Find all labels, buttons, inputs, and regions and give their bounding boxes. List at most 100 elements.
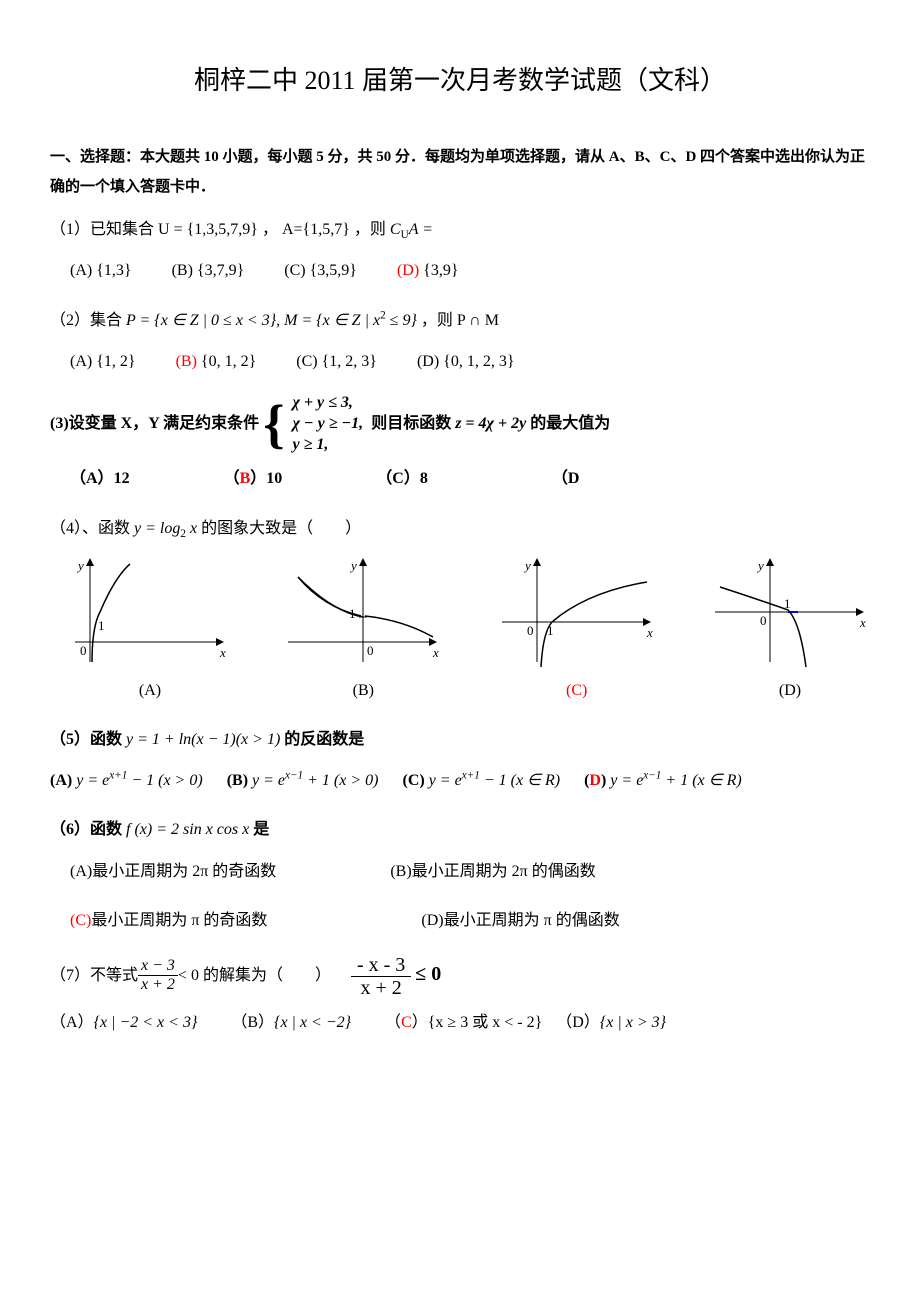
q1-optB-lbl: (B) — [172, 262, 193, 279]
q1-CuA-tail: A = — [409, 221, 433, 238]
q5-optD-lbl: (D) — [584, 772, 606, 789]
q4-graphA: x y 0 1 (A) — [70, 552, 230, 704]
svg-text:0: 0 — [367, 643, 374, 658]
question-4: （4）、函数 y = log2 x 的图象大致是（ ） — [50, 511, 870, 547]
q1-optD-lbl: (D) — [397, 262, 419, 279]
q2-sep: ，则 — [421, 312, 457, 329]
question-2: （2）集合 P = {x ∈ Z | 0 ≤ x < 3}, M = {x ∈ … — [50, 303, 870, 338]
q5C1: y = e — [429, 772, 462, 789]
q6-tail: 是 — [253, 821, 269, 838]
q2-lead: （2）集合 — [50, 312, 126, 329]
q1-options: (A) {1,3} (B) {3,7,9} (C) {3,5,9} (D) {3… — [70, 253, 870, 288]
svg-text:x: x — [646, 625, 653, 640]
q3-optA-val: 12 — [114, 470, 130, 487]
q7-big-d: x + 2 — [351, 977, 411, 999]
q7-optA-lbl: （A） — [50, 1014, 94, 1031]
q5-optD: (D) y = ex−1 + 1 (x ∈ R) — [584, 763, 742, 798]
svg-text:x: x — [432, 645, 439, 660]
q5-optB: (B) y = ex−1 + 1 (x > 0) — [227, 763, 379, 798]
q6-optB-lbl: (B) — [390, 863, 411, 880]
graph-a-icon: x y 0 1 — [70, 552, 230, 672]
q5B-sup: x−1 — [285, 770, 303, 782]
q6-optA-val: 最小正周期为 2π 的奇函数 — [92, 863, 276, 880]
q6-fn: f (x) = 2 sin x cos x — [126, 821, 249, 838]
svg-text:x: x — [219, 645, 226, 660]
q7-optB-lbl: （B） — [231, 1014, 274, 1031]
q5-optC: (C) y = ex+1 − 1 (x ∈ R) — [402, 763, 560, 798]
q1-optA-val: {1,3} — [96, 262, 131, 279]
q1-optC: (C) {3,5,9} — [284, 253, 357, 288]
q7-big-tail: ≤ 0 — [415, 963, 441, 985]
q2-optD-lbl: (D) — [417, 353, 439, 370]
q4-fn: y = log2 x — [134, 520, 201, 537]
q6-optD: (D)最小正周期为 π 的偶函数 — [421, 903, 619, 938]
q5-fn: y = 1 + ln(x − 1)(x > 1) — [126, 731, 280, 748]
q5-optD-val: y = ex−1 + 1 (x ∈ R) — [610, 772, 741, 789]
q1-optA: (A) {1,3} — [70, 253, 132, 288]
q2-optD-val: {0, 1, 2, 3} — [443, 353, 514, 370]
q6-options-row1: (A)最小正周期为 2π 的奇函数 (B)最小正周期为 2π 的偶函数 — [70, 854, 870, 889]
q7-frac-d: x + 2 — [138, 976, 178, 994]
svg-text:0: 0 — [760, 613, 767, 628]
q3-z: z = 4χ + 2y — [455, 415, 526, 432]
q7-mid: < 0 的解集为（ ） — [178, 958, 331, 993]
graph-c-icon: x y 0 1 — [497, 552, 657, 672]
svg-text:0: 0 — [80, 643, 87, 658]
q7-options: （A）{x | −2 < x < 3} （B）{x | x < −2} （C）{… — [50, 1005, 870, 1040]
q5D1: y = e — [610, 772, 643, 789]
q7-optD-lbl: （D） — [556, 1014, 600, 1031]
brace-icon: { — [263, 397, 284, 451]
q4-graphB: x y 0 1 (B) — [283, 552, 443, 704]
q3-optC: （C）8 — [376, 461, 428, 496]
q7-big-n: - x - 3 — [351, 954, 411, 977]
q1-optB-val: {3,7,9} — [197, 262, 244, 279]
q1-setU: U = {1,3,5,7,9} — [158, 221, 258, 238]
q1-optA-lbl: (A) — [70, 262, 92, 279]
q6-lead: （6）函数 — [50, 821, 126, 838]
q1-optB: (B) {3,7,9} — [172, 253, 245, 288]
q2-options: (A) {1, 2} (B) {0, 1, 2} (C) {1, 2, 3} (… — [70, 344, 870, 379]
q5D-sup: x−1 — [643, 770, 661, 782]
q2-optA-val: {1, 2} — [96, 353, 135, 370]
q2-optC-val: {1, 2, 3} — [322, 353, 377, 370]
q7-aux: - x - 3 x + 2 ≤ 0 — [351, 952, 441, 999]
q3-optC-lbl: （C） — [376, 470, 420, 487]
q5-optA: (A) y = ex+1 − 1 (x > 0) — [50, 763, 203, 798]
q3-optD: （D — [552, 461, 580, 496]
q5-optC-lbl: (C) — [402, 772, 424, 789]
q1-setA: A={1,5,7} — [282, 221, 350, 238]
q4-fn-tail: x — [186, 520, 197, 537]
q5A2: − 1 (x > 0) — [127, 772, 202, 789]
q4-fn1: y = log — [134, 520, 180, 537]
question-5: （5）函数 y = 1 + ln(x − 1)(x > 1) 的反函数是 — [50, 722, 870, 757]
q7-optA-val: {x | −2 < x < 3} — [94, 1014, 198, 1031]
q1-CuA-C: C — [390, 221, 401, 238]
q5-optA-val: y = ex+1 − 1 (x > 0) — [76, 772, 202, 789]
section-body: 本大题共 10 小题，每小题 5 分，共 50 分．每题均为单项选择题，请从 A… — [50, 149, 865, 195]
q6-optC-lbl: (C) — [70, 912, 91, 929]
q1-CuA-sub: U — [401, 229, 409, 241]
svg-text:y: y — [756, 558, 764, 573]
q4-graphD: x y 0 1 (D) — [710, 552, 870, 704]
q7-optD-val: {x | x > 3} — [600, 1014, 666, 1031]
q1-CuA: CUA = — [390, 221, 433, 238]
q2-optA-lbl: (A) — [70, 353, 92, 370]
q7-optB-val: {x | x < −2} — [274, 1014, 351, 1031]
q7-optD: （D）{x | x > 3} — [556, 1005, 666, 1040]
q1-sep1: ， — [262, 221, 278, 238]
q3-optC-val: 8 — [420, 470, 428, 487]
q6-optB-val: 最小正周期为 2π 的偶函数 — [412, 863, 596, 880]
q4-optA-lbl: (A) — [139, 678, 161, 704]
q5-lead: （5）函数 — [50, 731, 126, 748]
q3-optB-lbl: （B） — [224, 470, 267, 487]
q6-optA: (A)最小正周期为 2π 的奇函数 — [70, 854, 276, 889]
q5C2: − 1 (x ∈ R) — [480, 772, 560, 789]
q1-optC-val: {3,5,9} — [310, 262, 357, 279]
q3-optB: （B）10 — [224, 461, 283, 496]
graph-d-icon: x y 0 1 — [710, 552, 870, 672]
question-1: （1）已知集合 U = {1,3,5,7,9} ， A={1,5,7} ，则 C… — [50, 212, 870, 248]
q4-optD-lbl: (D) — [779, 678, 801, 704]
q7-optB: （B）{x | x < −2} — [231, 1005, 351, 1040]
q5C-sup: x+1 — [462, 770, 480, 782]
q7-frac-n: x − 3 — [138, 957, 178, 976]
